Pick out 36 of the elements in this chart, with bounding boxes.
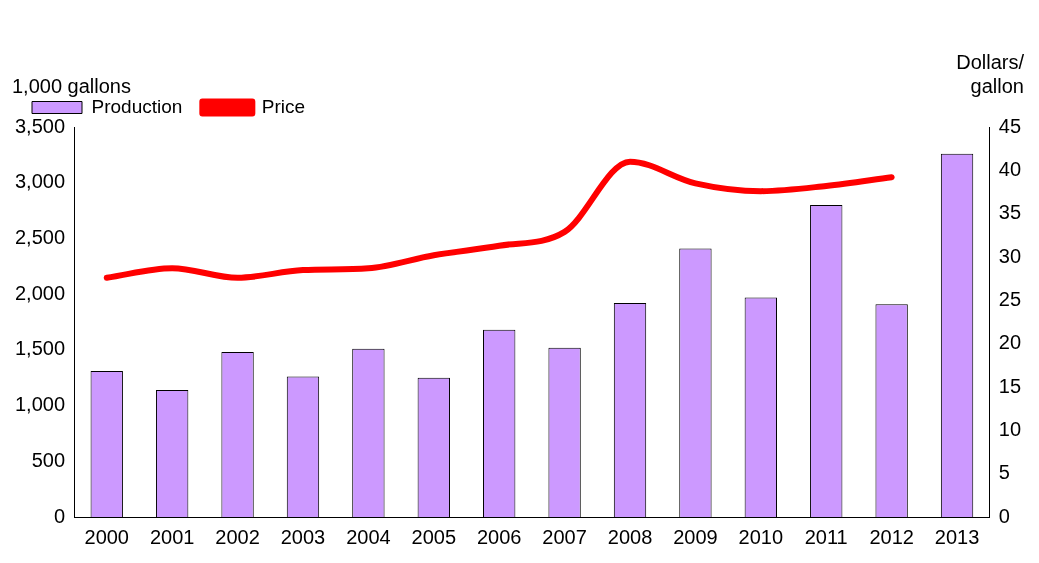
legend-label: Price xyxy=(261,95,306,117)
y-tick-label: 2,500 xyxy=(14,225,66,248)
y2-tick-label: 30 xyxy=(998,244,1021,267)
y2-axis-title: Dollars/ gallon xyxy=(956,50,1025,97)
y2-tick-label: 20 xyxy=(998,331,1021,354)
x-tick-label: 2010 xyxy=(738,525,784,548)
y-tick-label: 3,500 xyxy=(14,114,66,137)
y-tick-label: 3,000 xyxy=(14,170,66,193)
y2-tick-label: 25 xyxy=(998,287,1021,310)
y-tick-label: 500 xyxy=(31,448,66,471)
y2-tick-label: 15 xyxy=(998,374,1021,397)
y2-tick-label: 45 xyxy=(998,114,1021,137)
x-tick-label: 2008 xyxy=(607,525,653,548)
y2-tick-label: 5 xyxy=(998,461,1010,484)
legend-label: Production xyxy=(91,95,183,117)
y-tick-label: 0 xyxy=(53,504,66,527)
x-tick-label: 2002 xyxy=(215,525,260,548)
x-tick-label: 2001 xyxy=(149,525,195,548)
x-tick-label: 2005 xyxy=(411,525,457,548)
x-tick-label: 2013 xyxy=(934,525,980,548)
y-tick-label: 2,000 xyxy=(14,281,66,304)
x-tick-label: 2006 xyxy=(476,525,522,548)
x-tick-label: 2011 xyxy=(804,525,848,548)
y2-tick-label: 10 xyxy=(998,417,1021,440)
x-tick-label: 2009 xyxy=(673,525,718,548)
x-tick-label: 2000 xyxy=(84,525,129,548)
y2-tick-label: 40 xyxy=(998,157,1021,180)
y-tick-label: 1,000 xyxy=(14,393,66,416)
x-tick-label: 2004 xyxy=(346,525,391,548)
y-axis-title: 1,000 gallons xyxy=(12,74,131,97)
x-tick-label: 2007 xyxy=(542,525,587,548)
y-tick-label: 1,500 xyxy=(14,337,66,360)
y2-tick-label: 35 xyxy=(998,201,1021,224)
x-tick-label: 2003 xyxy=(280,525,326,548)
y2-tick-label: 0 xyxy=(998,504,1010,527)
x-tick-label: 2012 xyxy=(869,525,914,548)
